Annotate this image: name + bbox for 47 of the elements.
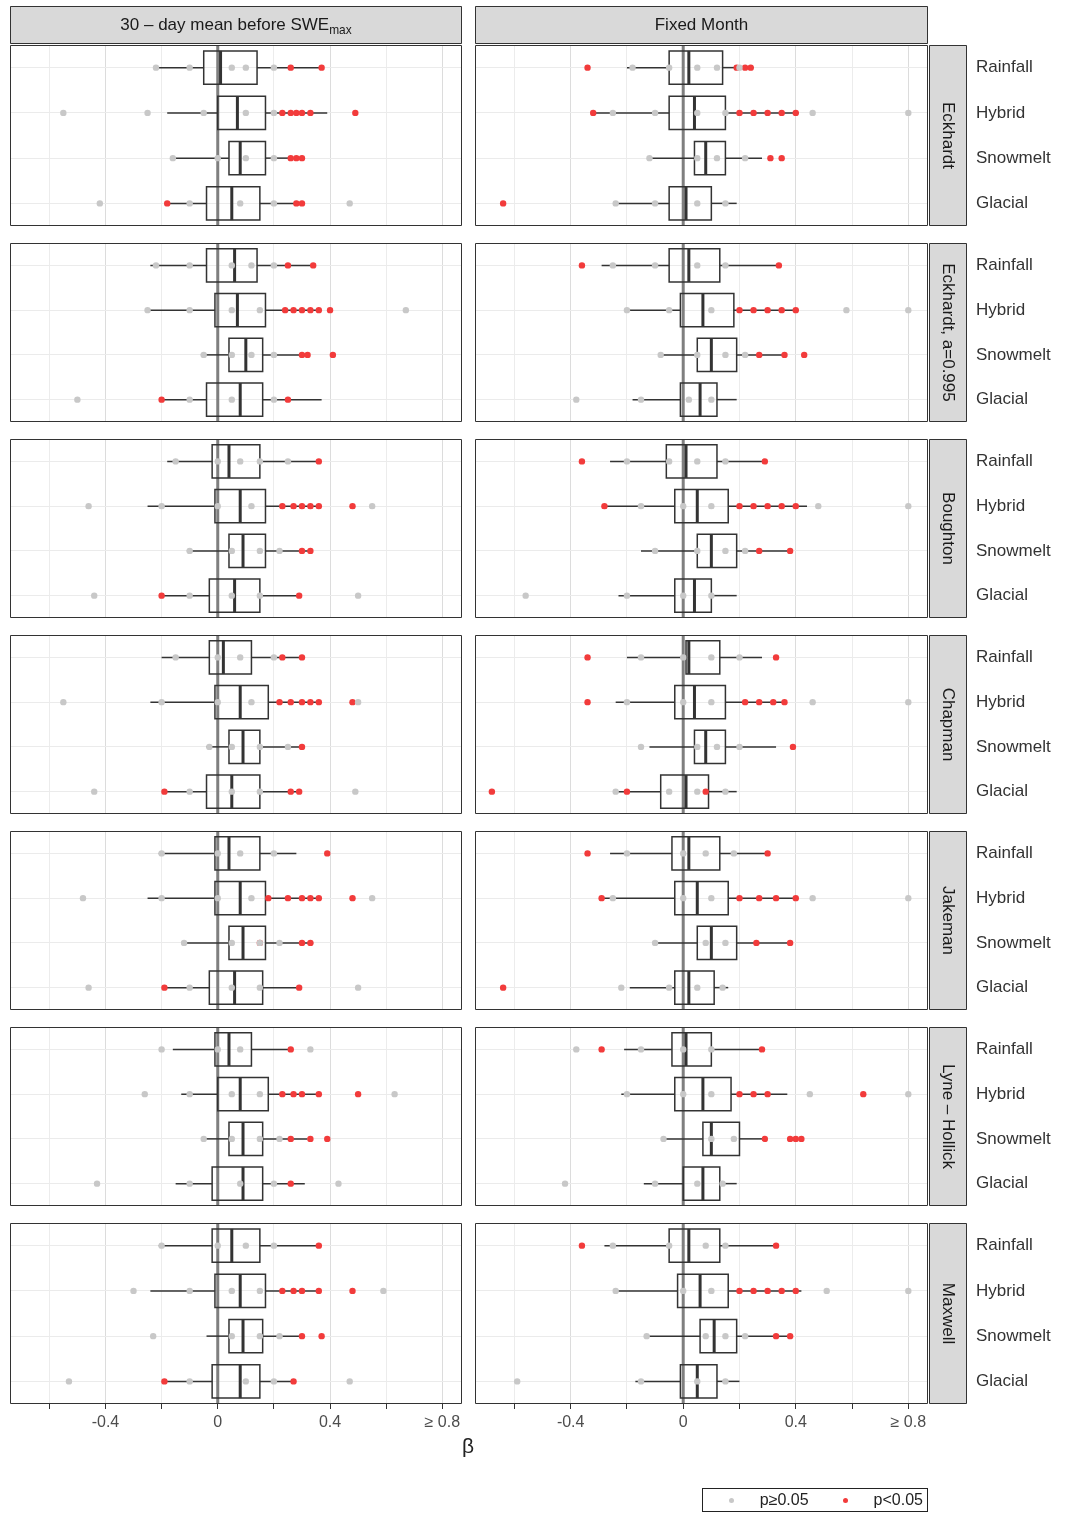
y-tick-label: Snowmelt: [976, 540, 1051, 560]
legend-label: p≥0.05: [759, 1491, 809, 1508]
y-tick-label: Snowmelt: [976, 1128, 1051, 1148]
y-tick-label: Hybrid: [976, 1280, 1026, 1300]
y-tick-label: Glacial: [976, 389, 1028, 409]
x-tick-label: ≥ 0.8: [890, 1413, 927, 1431]
y-tick-label: Hybrid: [976, 299, 1026, 319]
x-tick-label: ≥ 0.8: [424, 1413, 461, 1431]
y-tick-label: Rainfall: [976, 647, 1033, 667]
y-tick-label: Glacial: [976, 1371, 1028, 1391]
y2-axis-title: Jakeman: [939, 886, 959, 955]
y-tick-label: Snowmelt: [976, 1325, 1051, 1345]
y-tick-label: Glacial: [976, 1173, 1028, 1193]
y-tick-label: Rainfall: [976, 1039, 1033, 1059]
y-tick-label: Rainfall: [976, 255, 1033, 275]
x-tick-label: 0.4: [318, 1413, 342, 1431]
y2-axis-title: Chapman: [939, 687, 959, 762]
x-tick-label: -0.4: [556, 1413, 585, 1431]
y-tick-label: Hybrid: [976, 691, 1026, 711]
y-tick-label: Glacial: [976, 585, 1028, 605]
y-tick-label: Rainfall: [976, 57, 1033, 77]
y2-axis-title: Eckhardt, a=0.995: [939, 263, 959, 402]
y-tick-label: Snowmelt: [976, 736, 1051, 756]
y-tick-label: Snowmelt: [976, 932, 1051, 952]
y-tick-label: Rainfall: [976, 843, 1033, 863]
x-tick-label: 0: [213, 1413, 223, 1431]
y2-axis-title: Boughton: [939, 492, 959, 565]
y-tick-label: Snowmelt: [976, 147, 1051, 167]
y-tick-label: Glacial: [976, 977, 1028, 997]
y-tick-label: Glacial: [976, 781, 1028, 801]
y2-axis-title: Eckhardt: [939, 101, 959, 170]
legend-label: p<0.05: [873, 1491, 923, 1508]
x-tick-label: 0: [678, 1413, 688, 1431]
y2-axis-title: Maxwell: [939, 1282, 959, 1345]
y-tick-label: Snowmelt: [976, 344, 1051, 364]
y-tick-label: Glacial: [976, 193, 1028, 213]
y-tick-label: Hybrid: [976, 1083, 1026, 1103]
y-tick-label: Rainfall: [976, 451, 1033, 471]
y-tick-label: Hybrid: [976, 102, 1026, 122]
y-tick-label: Hybrid: [976, 495, 1026, 515]
y2-axis-title: Lyne – Hollick: [939, 1063, 959, 1170]
x-tick-label: 0.4: [784, 1413, 807, 1431]
x-axis-title: β: [461, 1434, 475, 1458]
y-tick-label: Rainfall: [976, 1235, 1033, 1255]
x-tick-label: -0.4: [91, 1413, 120, 1431]
chart-title: Fixed Month: [654, 14, 749, 34]
y-tick-label: Hybrid: [976, 887, 1026, 907]
